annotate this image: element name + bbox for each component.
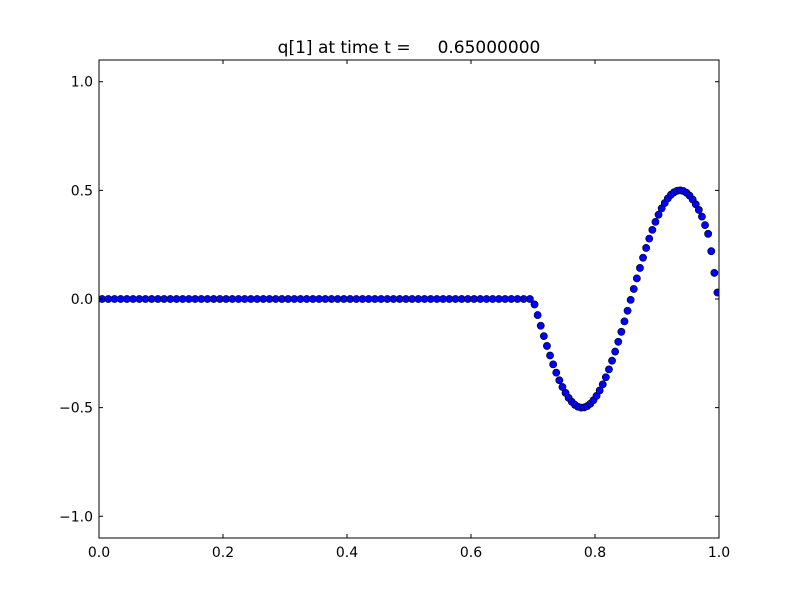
data-point [629, 285, 638, 293]
y-tick-label: 0.0 [71, 292, 93, 308]
x-tick-label: 0.0 [88, 545, 110, 561]
data-point [530, 300, 539, 309]
y-tick-label: 0.5 [71, 183, 93, 199]
data-point [707, 247, 716, 256]
data-point [598, 380, 607, 389]
data-point [608, 356, 616, 365]
y-tick-label: −0.5 [59, 401, 93, 417]
x-tick-label: 1.0 [708, 545, 730, 561]
data-point [595, 386, 604, 395]
data-point [623, 306, 632, 315]
data-point [710, 269, 719, 277]
x-tick-label: 0.6 [460, 545, 482, 561]
data-point [636, 264, 644, 272]
data-point [526, 295, 534, 303]
data-point [605, 365, 613, 374]
x-tick-label: 0.4 [336, 545, 358, 561]
data-point [601, 373, 610, 382]
data-point [549, 360, 558, 369]
data-point [555, 376, 564, 385]
data-point [651, 217, 660, 226]
x-tick-label: 0.8 [584, 545, 606, 561]
data-point [701, 221, 709, 230]
data-point [546, 351, 554, 360]
data-point [632, 274, 641, 283]
data-point [713, 288, 719, 297]
data-point [654, 210, 663, 219]
data-point [648, 226, 657, 234]
data-point [539, 332, 548, 341]
data-point [543, 342, 551, 350]
data-point [620, 317, 629, 326]
data-point [552, 368, 561, 377]
data-point [642, 244, 651, 252]
data-point [645, 234, 654, 243]
data-point [698, 212, 706, 221]
chart-title: q[1] at time t = 0.65000000 [278, 38, 541, 58]
x-tick-label: 0.2 [212, 545, 234, 561]
data-point [533, 311, 542, 319]
data-point [614, 337, 623, 346]
data-point [617, 327, 626, 336]
data-point [639, 253, 647, 262]
axis-ticks: 0.0 0.2 0.4 0.6 0.8 1.0 −1.0 −0.5 0.0 0.5 1.0 [59, 60, 730, 561]
data-point [536, 321, 545, 330]
data-point [704, 229, 713, 238]
data-point [611, 347, 620, 356]
data-point [694, 206, 703, 214]
y-tick-label: 1.0 [71, 75, 93, 91]
data-point [626, 295, 635, 304]
y-tick-label: −1.0 [59, 509, 93, 525]
data-points [99, 186, 719, 412]
